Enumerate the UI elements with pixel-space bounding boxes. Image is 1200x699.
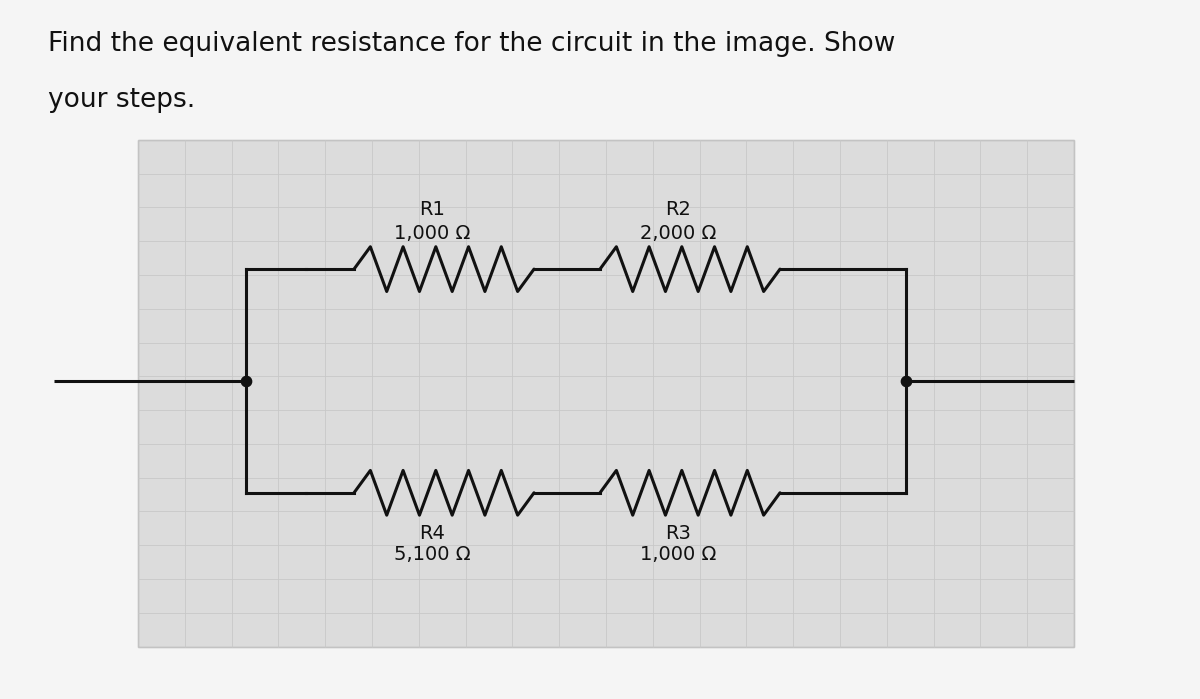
Text: 1,000 Ω: 1,000 Ω <box>640 545 716 564</box>
FancyBboxPatch shape <box>138 140 1074 647</box>
Text: 2,000 Ω: 2,000 Ω <box>640 224 716 243</box>
Text: R1: R1 <box>419 200 445 219</box>
Text: R3: R3 <box>665 524 691 543</box>
Text: 1,000 Ω: 1,000 Ω <box>394 224 470 243</box>
Point <box>896 375 916 387</box>
Text: Find the equivalent resistance for the circuit in the image. Show: Find the equivalent resistance for the c… <box>48 31 895 57</box>
Text: R2: R2 <box>665 200 691 219</box>
Text: your steps.: your steps. <box>48 87 196 113</box>
Point <box>236 375 256 387</box>
Text: R4: R4 <box>419 524 445 543</box>
Text: 5,100 Ω: 5,100 Ω <box>394 545 470 564</box>
